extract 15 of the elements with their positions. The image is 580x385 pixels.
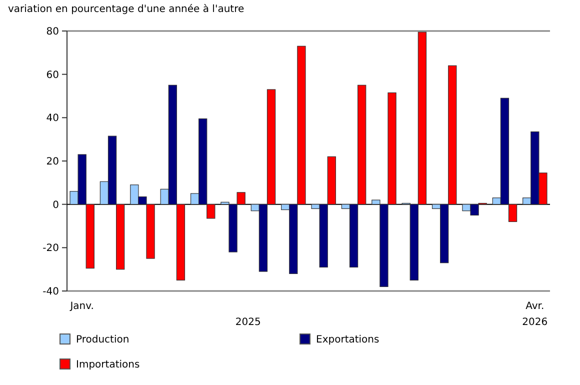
legend-label: Exportations [316,334,380,346]
y-tick-label: 80 [46,26,59,38]
y-axis-title: variation en pourcentage d'une année à l'autre [8,4,244,15]
y-tick-label: -20 [42,243,59,254]
legend-label: Importations [76,360,140,370]
y-tick-label: 40 [46,113,59,124]
y-tick-label: 20 [46,156,59,168]
y-tick-label: -40 [42,286,59,298]
y-tick-label: 60 [46,70,59,81]
text: 2026 [522,317,548,328]
x-tick-label: Avr. [526,301,544,312]
text: 2025 [235,317,261,328]
x-tick-label: Janv. [69,301,94,312]
y-tick-label: 0 [52,200,59,211]
legend-label: Production [76,334,130,346]
